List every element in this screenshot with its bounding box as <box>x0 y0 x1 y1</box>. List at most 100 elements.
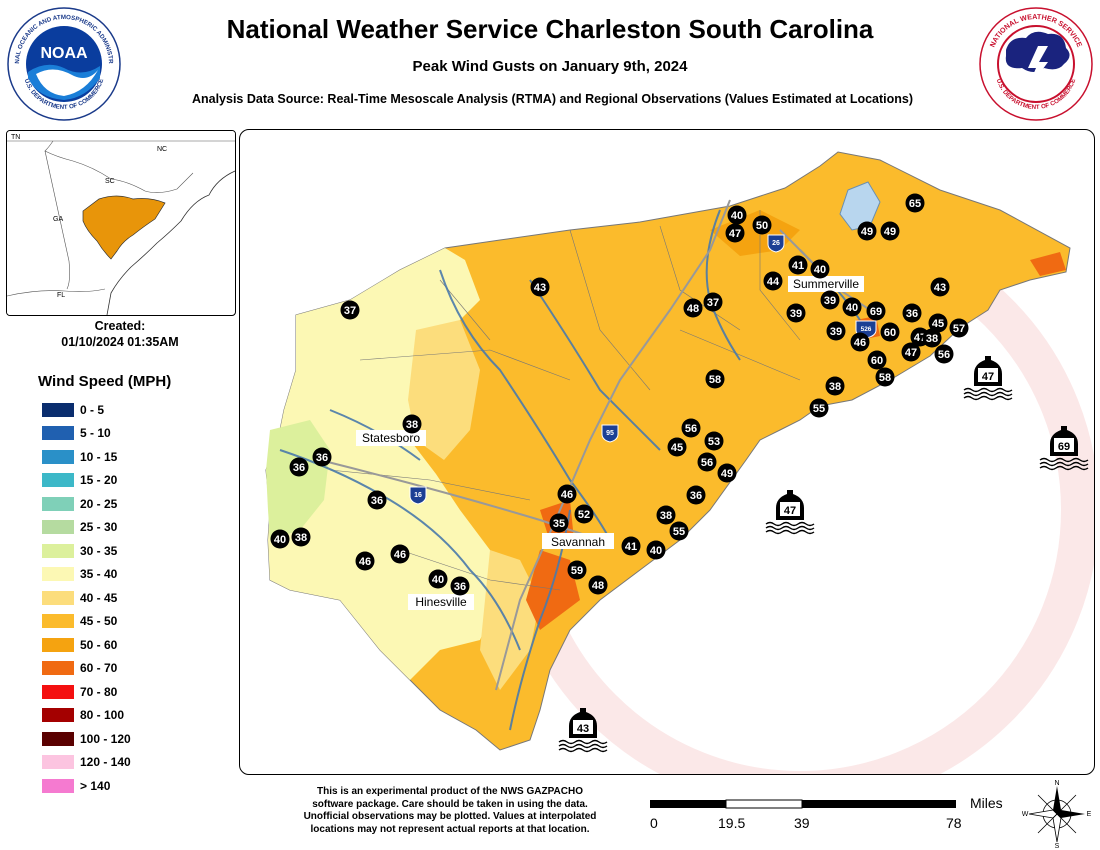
station-value-text: 49 <box>861 226 873 238</box>
station-marker <box>725 223 745 243</box>
main-map[interactable]: 26 526 95 16 Summerville Statesboro Sava… <box>239 129 1095 775</box>
station-value-text: 48 <box>592 580 604 592</box>
station-value: 58 <box>875 367 895 387</box>
station-marker <box>763 271 783 291</box>
legend-item: 0 - 5 <box>42 398 131 422</box>
station-value: 36 <box>686 485 706 505</box>
disclaimer-line: This is an experimental product of the N… <box>317 786 583 797</box>
station-value: 52 <box>574 504 594 524</box>
station-values: 37 43 48 37 40 50 47 41 40 44 65 49 49 39 40 39 69 39 36 43… <box>270 193 969 596</box>
interstate-95-shield: 95 <box>601 424 619 443</box>
station-marker <box>949 318 969 338</box>
legend-item: 10 - 15 <box>42 445 131 469</box>
station-value-text: 45 <box>932 318 944 330</box>
legend-swatch <box>42 473 74 488</box>
station-value-text: 56 <box>701 457 713 469</box>
scale-tick-1: 19.5 <box>718 815 745 831</box>
interstate-shields: 26 526 95 16 <box>409 234 877 505</box>
station-value: 49 <box>880 221 900 241</box>
buoy-value-text: 69 <box>1058 441 1070 453</box>
wind-speed-legend: 0 - 5 5 - 10 10 - 15 15 - 20 20 - 25 25 - 30 3… <box>42 398 131 798</box>
noaa-logo: NATIONAL OCEANIC AND ATMOSPHERIC ADMINIS… <box>6 6 121 121</box>
legend-label: 30 - 35 <box>80 543 118 558</box>
station-value: 41 <box>788 255 808 275</box>
legend-item: > 140 <box>42 774 131 798</box>
station-value-text: 57 <box>953 323 965 335</box>
station-value-text: 43 <box>534 282 546 294</box>
station-value-text: 56 <box>938 349 950 361</box>
legend-item: 120 - 140 <box>42 751 131 775</box>
station-value: 36 <box>289 457 309 477</box>
station-value-text: 36 <box>371 495 383 507</box>
legend-swatch <box>42 708 74 723</box>
station-value-text: 37 <box>344 305 356 317</box>
station-value-text: 47 <box>729 228 741 240</box>
station-value-text: 40 <box>814 264 826 276</box>
station-value-text: 50 <box>756 220 768 232</box>
station-marker <box>686 485 706 505</box>
legend-swatch <box>42 684 74 699</box>
buoy-icon: 47 <box>765 490 815 535</box>
station-value: 40 <box>810 259 830 279</box>
compass-s: S <box>1055 843 1060 848</box>
legend-item: 45 - 50 <box>42 610 131 634</box>
station-marker <box>901 342 921 362</box>
station-marker <box>717 463 737 483</box>
legend-label: 20 - 25 <box>80 496 118 511</box>
station-value: 65 <box>905 193 925 213</box>
station-marker <box>312 447 332 467</box>
station-value: 56 <box>934 344 954 364</box>
station-marker <box>902 303 922 323</box>
station-value: 58 <box>705 369 725 389</box>
legend-label: 25 - 30 <box>80 520 118 535</box>
station-marker <box>809 398 829 418</box>
station-marker <box>867 350 887 370</box>
station-value: 55 <box>809 398 829 418</box>
station-marker <box>390 544 410 564</box>
legend-label: 80 - 100 <box>80 708 125 723</box>
station-value-text: 38 <box>926 333 938 345</box>
legend-item: 70 - 80 <box>42 680 131 704</box>
station-marker <box>588 575 608 595</box>
legend-swatch <box>42 614 74 629</box>
station-value: 45 <box>667 437 687 457</box>
legend-swatch <box>42 778 74 793</box>
legend-label: 5 - 10 <box>80 426 111 441</box>
svg-text:Hinesville: Hinesville <box>415 595 467 609</box>
station-value: 50 <box>752 215 772 235</box>
station-value: 60 <box>880 322 900 342</box>
legend-item: 35 - 40 <box>42 563 131 587</box>
station-marker <box>270 529 290 549</box>
legend-swatch <box>42 543 74 558</box>
station-value: 43 <box>530 277 550 297</box>
station-value: 36 <box>450 576 470 596</box>
station-value: 40 <box>842 297 862 317</box>
legend-label: 0 - 5 <box>80 402 105 417</box>
station-marker <box>450 576 470 596</box>
scale-tick-2: 39 <box>794 815 810 831</box>
station-value-text: 65 <box>909 198 921 210</box>
station-value: 38 <box>291 527 311 547</box>
noaa-logo-text: NOAA <box>40 45 88 62</box>
station-marker <box>810 259 830 279</box>
station-value: 48 <box>588 575 608 595</box>
station-value-text: 46 <box>394 549 406 561</box>
station-marker <box>930 277 950 297</box>
station-value-text: 38 <box>406 419 418 431</box>
station-value-text: 47 <box>905 347 917 359</box>
legend-label: 15 - 20 <box>80 473 118 488</box>
station-marker <box>934 344 954 364</box>
station-marker <box>646 540 666 560</box>
inset-locator-map: TN NC SC GA FL <box>6 130 236 316</box>
created-value: 01/10/2024 01:35AM <box>61 335 179 349</box>
legend-swatch <box>42 449 74 464</box>
station-marker <box>549 513 569 533</box>
station-marker <box>928 313 948 333</box>
legend-item: 40 - 45 <box>42 586 131 610</box>
disclaimer-line: locations may not represent actual repor… <box>310 823 590 835</box>
station-value-text: 41 <box>625 541 637 553</box>
interstate-16-shield: 16 <box>409 486 427 505</box>
inset-label-sc: SC <box>105 178 115 185</box>
legend-label: 35 - 40 <box>80 567 118 582</box>
scale-tick-0: 0 <box>650 815 658 831</box>
